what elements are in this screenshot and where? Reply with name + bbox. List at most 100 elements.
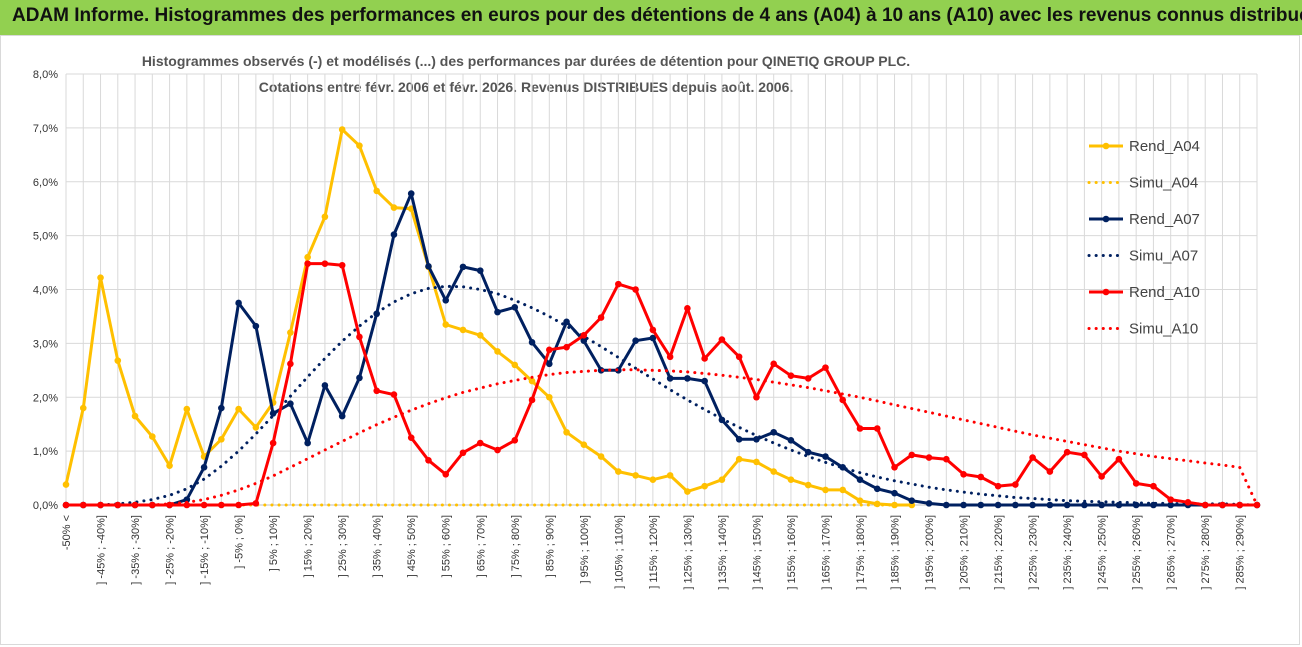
y-tick-label: 0,0% (33, 500, 58, 512)
data-point-rend-a10 (114, 501, 122, 509)
data-point-rend-a07 (925, 500, 933, 507)
data-point-rend-a10 (787, 372, 795, 380)
data-point-rend-a10 (131, 501, 139, 509)
data-point-rend-a10 (200, 501, 208, 509)
x-tick-label: ] -45% ; -40%] (96, 515, 108, 585)
data-point-rend-a07 (994, 501, 1002, 509)
data-point-rend-a07 (528, 338, 536, 346)
data-point-rend-a04 (79, 404, 87, 412)
y-tick-label: 4,0% (33, 285, 58, 297)
data-point-rend-a07 (753, 435, 760, 443)
x-tick-label: ] 95% ; 100%] (579, 515, 591, 584)
data-point-rend-a10 (373, 387, 380, 395)
x-tick-label: ] 105% ; 110%] (613, 515, 625, 589)
x-tick-label: ] 165% ; 170%] (820, 515, 832, 590)
data-point-rend-a07 (1046, 501, 1054, 509)
series-line-simu-a07 (64, 284, 1259, 507)
data-point-rend-a10 (718, 336, 726, 343)
data-point-rend-a10 (701, 355, 708, 362)
x-tick-label: ] 125% ; 130%] (682, 515, 694, 590)
x-tick-label: ] 25% ; 30%] (337, 515, 349, 577)
chart-subtitle: Cotations entre févr. 2006 et févr. 2026… (259, 79, 794, 95)
data-point-rend-a10 (390, 391, 398, 398)
data-point-rend-a07 (321, 382, 329, 389)
legend-label-simu-a10: Simu_A10 (1129, 321, 1198, 338)
data-point-rend-a10 (1012, 481, 1019, 488)
data-point-rend-a04 (321, 213, 329, 221)
data-point-rend-a07 (442, 296, 450, 304)
y-tick-label: 1,0% (33, 446, 58, 458)
series-line-rend-a10 (66, 262, 1257, 507)
data-point-rend-a04 (856, 497, 864, 504)
data-point-rend-a04 (476, 331, 484, 339)
series-line-rend-a07 (66, 192, 1257, 507)
y-tick-label: 5,0% (33, 231, 58, 243)
data-point-rend-a07 (684, 375, 691, 382)
data-point-rend-a10 (960, 470, 967, 478)
data-point-rend-a10 (356, 333, 363, 341)
x-tick-label: ] 225% ; 230%] (1028, 515, 1040, 590)
data-point-rend-a04 (183, 405, 191, 413)
x-tick-label: ] 185% ; 190%] (890, 515, 902, 590)
legend-marker-rend-a04 (1102, 142, 1110, 150)
data-point-rend-a10 (442, 470, 450, 478)
data-point-rend-a07 (770, 428, 777, 436)
data-point-rend-a04 (494, 348, 501, 355)
data-point-rend-a04 (252, 424, 260, 431)
data-point-rend-a10 (943, 455, 950, 463)
data-point-rend-a07 (822, 453, 829, 460)
data-point-rend-a07 (891, 489, 898, 497)
data-point-rend-a07 (494, 308, 501, 316)
data-point-rend-a04 (787, 476, 795, 483)
data-point-rend-a10 (1081, 451, 1088, 459)
data-point-rend-a10 (1115, 455, 1123, 463)
data-point-rend-a07 (235, 299, 242, 307)
data-point-rend-a04 (390, 204, 398, 211)
data-point-rend-a10 (1219, 501, 1226, 509)
data-point-rend-a07 (943, 501, 950, 509)
data-point-rend-a10 (494, 446, 501, 454)
data-point-rend-a10 (425, 456, 432, 464)
x-tick-label: ] 175% ; 180%] (855, 515, 867, 590)
data-point-rend-a10 (1063, 448, 1071, 456)
data-point-rend-a10 (977, 473, 985, 481)
data-point-rend-a07 (1029, 501, 1036, 509)
data-point-rend-a04 (684, 488, 691, 495)
data-point-rend-a10 (908, 451, 916, 459)
data-point-rend-a10 (1132, 480, 1140, 487)
y-axis: 0,0% 1,0% 2,0% 3,0% 4,0% 5,0% 6,0% 7,0% 8,0% (33, 69, 58, 512)
data-point-rend-a07 (1012, 501, 1019, 509)
data-point-rend-a10 (632, 286, 639, 293)
data-point-rend-a07 (304, 439, 311, 447)
data-point-rend-a07 (476, 267, 484, 274)
data-point-rend-a04 (149, 433, 156, 440)
x-tick-label: -50% < (61, 515, 73, 550)
data-point-rend-a04 (718, 476, 726, 483)
y-tick-label: 8,0% (33, 69, 58, 81)
grid-layer (65, 73, 1258, 506)
data-point-rend-a10 (476, 439, 484, 447)
data-point-rend-a07 (960, 501, 967, 509)
data-point-rend-a07 (183, 496, 191, 503)
data-point-rend-a07 (908, 497, 916, 504)
data-point-rend-a07 (873, 485, 881, 493)
x-tick-label: ] 45% ; 50%] (406, 515, 418, 577)
x-tick-label: ] 245% ; 250%] (1097, 515, 1109, 590)
data-point-rend-a10 (1201, 501, 1209, 509)
data-point-rend-a10 (1029, 454, 1036, 461)
data-point-rend-a07 (735, 435, 743, 443)
data-point-rend-a10 (252, 500, 260, 507)
data-point-rend-a10 (1236, 501, 1244, 509)
data-point-rend-a07 (511, 303, 519, 311)
chart: Histogrammes observés (-) et modélisés (… (33, 53, 1261, 590)
data-point-rend-a04 (580, 441, 588, 448)
chart-frame: Histogrammes observés (-) et modélisés (… (0, 35, 1300, 645)
x-tick-label: ] 15% ; 20%] (303, 515, 315, 577)
data-point-rend-a04 (62, 481, 70, 488)
data-point-rend-a07 (804, 448, 812, 456)
data-point-rend-a07 (649, 334, 657, 342)
x-tick-label: ] 135% ; 140%] (717, 515, 729, 590)
legend-label-rend-a10: Rend_A10 (1129, 284, 1200, 301)
x-tick-label: ] 285% ; 290%] (1235, 515, 1247, 590)
